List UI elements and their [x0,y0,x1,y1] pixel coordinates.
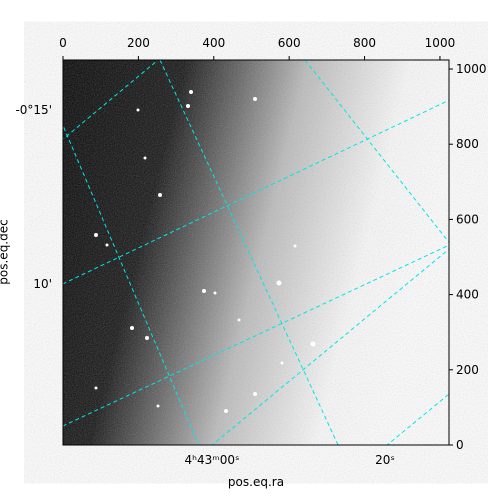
stars [94,90,316,413]
dec-tick-label: -0°15' [15,103,52,117]
y-axis-label: pos.eq.dec [0,219,11,284]
y-tick-label: 600 [456,212,479,226]
x-tick-label: 400 [202,36,225,50]
ra-tick-label: 20ˢ [375,453,395,467]
x-tick-label: 1000 [425,36,456,50]
image [62,59,450,446]
y-tick-label: 400 [456,288,479,302]
frame [62,59,450,446]
x-tick-label: 600 [278,36,301,50]
y-tick-label: 0 [456,438,464,452]
x-tick-label: 200 [127,36,150,50]
dec-tick-label: 10' [33,277,52,291]
y-tick-label: 800 [456,137,479,151]
x-tick-label: 800 [353,36,376,50]
y-tick-label: 200 [456,363,479,377]
ra-tick-label: 4ʰ43ᵐ00ˢ [185,453,240,467]
x-axis-label: pos.eq.ra [228,475,284,489]
noise [63,60,449,445]
x-tick-label: 0 [59,36,67,50]
coordinate-grid [63,60,449,445]
y-tick-label: 1000 [456,62,487,76]
